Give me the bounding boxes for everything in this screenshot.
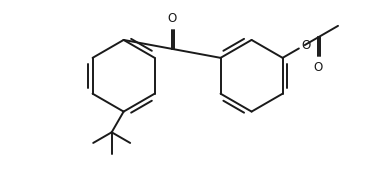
Text: O: O — [314, 61, 323, 74]
Text: O: O — [302, 39, 311, 52]
Text: O: O — [168, 12, 177, 25]
